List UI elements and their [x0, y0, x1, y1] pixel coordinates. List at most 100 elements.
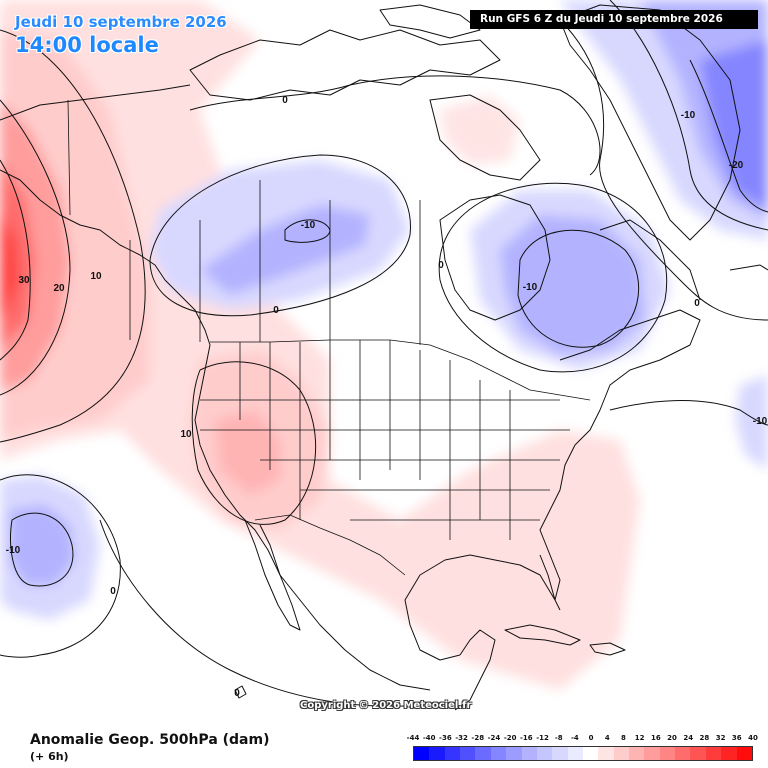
legend-tick-label: 28: [699, 734, 710, 742]
contour-hudson-0: [438, 182, 668, 373]
label-10-alaska: 10: [90, 271, 102, 282]
legend-tick-label: 8: [621, 734, 626, 742]
contour-gulf-alaska-0: [149, 154, 411, 317]
contour-alaska-30: [0, 159, 31, 361]
copyright-notice: Copyright © 2026 Meteociel.fr: [300, 700, 472, 711]
coast-ellesmere: [379, 4, 481, 39]
contour-gulf-alaska-neg10: [284, 219, 331, 243]
legend-swatch: [659, 747, 676, 760]
contour-east-0: [559, 19, 768, 321]
label-0-pacific: 0: [110, 586, 116, 597]
contour-label-group: 30 20 10 10 0 0 0 0 0 0 -10 -10 -10 -20 …: [6, 95, 768, 699]
legend-swatch: [675, 747, 691, 760]
legend-swatch: [521, 747, 537, 760]
label-neg10-gulf-alaska: -10: [301, 220, 316, 231]
color-legend-bar: [413, 746, 753, 761]
legend-tick-label: -20: [503, 734, 517, 742]
legend-swatch: [736, 747, 752, 760]
contour-south-0: [99, 519, 421, 707]
coast-central-america: [454, 629, 496, 711]
contour-greenland-neg20: [689, 59, 768, 213]
coast-island-small: [234, 685, 247, 699]
legend-tick-label: 40: [748, 734, 758, 742]
border-us-canada: [210, 339, 591, 401]
coast-east-us: [539, 444, 576, 601]
label-neg10-pacific: -10: [6, 545, 21, 556]
legend-swatch: [690, 747, 706, 760]
negative-anomaly-hudson-inner: [500, 215, 645, 355]
legend-tick-label: -12: [536, 734, 549, 742]
contour-west-10: [191, 361, 317, 525]
contour-alaska-20: [0, 99, 71, 396]
legend-tick-label: 4: [604, 734, 610, 742]
label-20: 20: [53, 283, 65, 294]
label-0-hudson: 0: [438, 260, 444, 271]
label-neg10-atlantic: -10: [753, 416, 768, 427]
coast-arctic-islands: [189, 29, 501, 101]
legend-swatch: [460, 747, 476, 760]
negative-anomaly-atlantic: [735, 375, 768, 470]
forecast-date: Jeudi 10 septembre 2026: [15, 13, 227, 31]
contour-pacific-0: [0, 474, 121, 658]
legend-swatch: [414, 747, 430, 760]
legend-tick-label: 32: [715, 734, 726, 742]
negative-anomaly-gulf-alaska-inner: [200, 205, 370, 295]
contours: [0, 0, 768, 707]
legend-tick-label: -4: [571, 734, 579, 742]
contour-pacific-neg10: [10, 512, 74, 587]
coast-cuba: [504, 624, 581, 646]
contour-alaska-10: [0, 29, 146, 443]
legend-swatch: [721, 747, 737, 760]
legend-swatch: [705, 747, 722, 760]
border-alaska-canada: [67, 99, 71, 216]
coast-florida: [539, 554, 561, 611]
legend-swatch: [644, 747, 660, 760]
coast-west-us: [194, 344, 431, 691]
positive-anomaly-nevada: [215, 410, 280, 495]
coast-baffin: [429, 94, 541, 181]
political-borders: [67, 99, 591, 576]
legend-tick-label: -44: [406, 734, 420, 742]
legend-tick-label: 12: [634, 734, 645, 742]
label-neg10-greenland: -10: [681, 110, 696, 121]
province-lines: [129, 180, 421, 345]
contour-atlantic-0: [609, 400, 768, 426]
legend-tick-label: 20: [667, 734, 677, 742]
legend-tick-labels: -44 -40 -36 -32 -28 -24 -20 -16 -12 -8 -4 0 4 8 12 16 20…: [407, 734, 758, 744]
legend-swatch: [536, 747, 553, 760]
label-0-south: 0: [234, 688, 240, 699]
legend-tick-label: 0: [588, 734, 594, 742]
label-neg10-hudson: -10: [523, 282, 538, 293]
legend-tick-label: 24: [683, 734, 694, 742]
legend-tick-label: -36: [439, 734, 452, 742]
positive-anomaly-alaska-core: [0, 210, 18, 320]
label-30: 30: [18, 275, 30, 286]
legend-swatch: [444, 747, 461, 760]
legend-swatch: [429, 747, 445, 760]
coast-hispaniola: [589, 642, 626, 656]
legend-swatch: [506, 747, 522, 760]
legend-swatch: [552, 747, 568, 760]
coast-alaska-north: [0, 84, 191, 121]
legend-tick-label: -32: [455, 734, 468, 742]
legend-swatch: [490, 747, 507, 760]
legend-tick-label: 16: [650, 734, 661, 742]
variable-title: Anomalie Geop. 500hPa (dam): [30, 732, 270, 748]
coast-east-fragment: [729, 264, 768, 271]
label-0-arctic: 0: [282, 95, 288, 106]
legend-tick-label: -28: [471, 734, 485, 742]
legend-tick-label: -16: [520, 734, 533, 742]
coast-hudson-bay: [439, 194, 551, 321]
coast-gulf: [404, 554, 556, 661]
model-run-banner: Run GFS 6 Z du Jeudi 10 septembre 2026: [470, 10, 758, 29]
label-0-atlantic: 0: [694, 298, 700, 309]
forecast-lead-time: (+ 6h): [30, 750, 69, 763]
state-lines: [200, 340, 570, 540]
label-0-bc: 0: [273, 305, 279, 316]
border-us-mexico: [254, 514, 406, 576]
negative-anomaly-greenland-core: [700, 40, 768, 210]
legend-swatch: [475, 747, 491, 760]
coast-baja: [244, 519, 301, 631]
